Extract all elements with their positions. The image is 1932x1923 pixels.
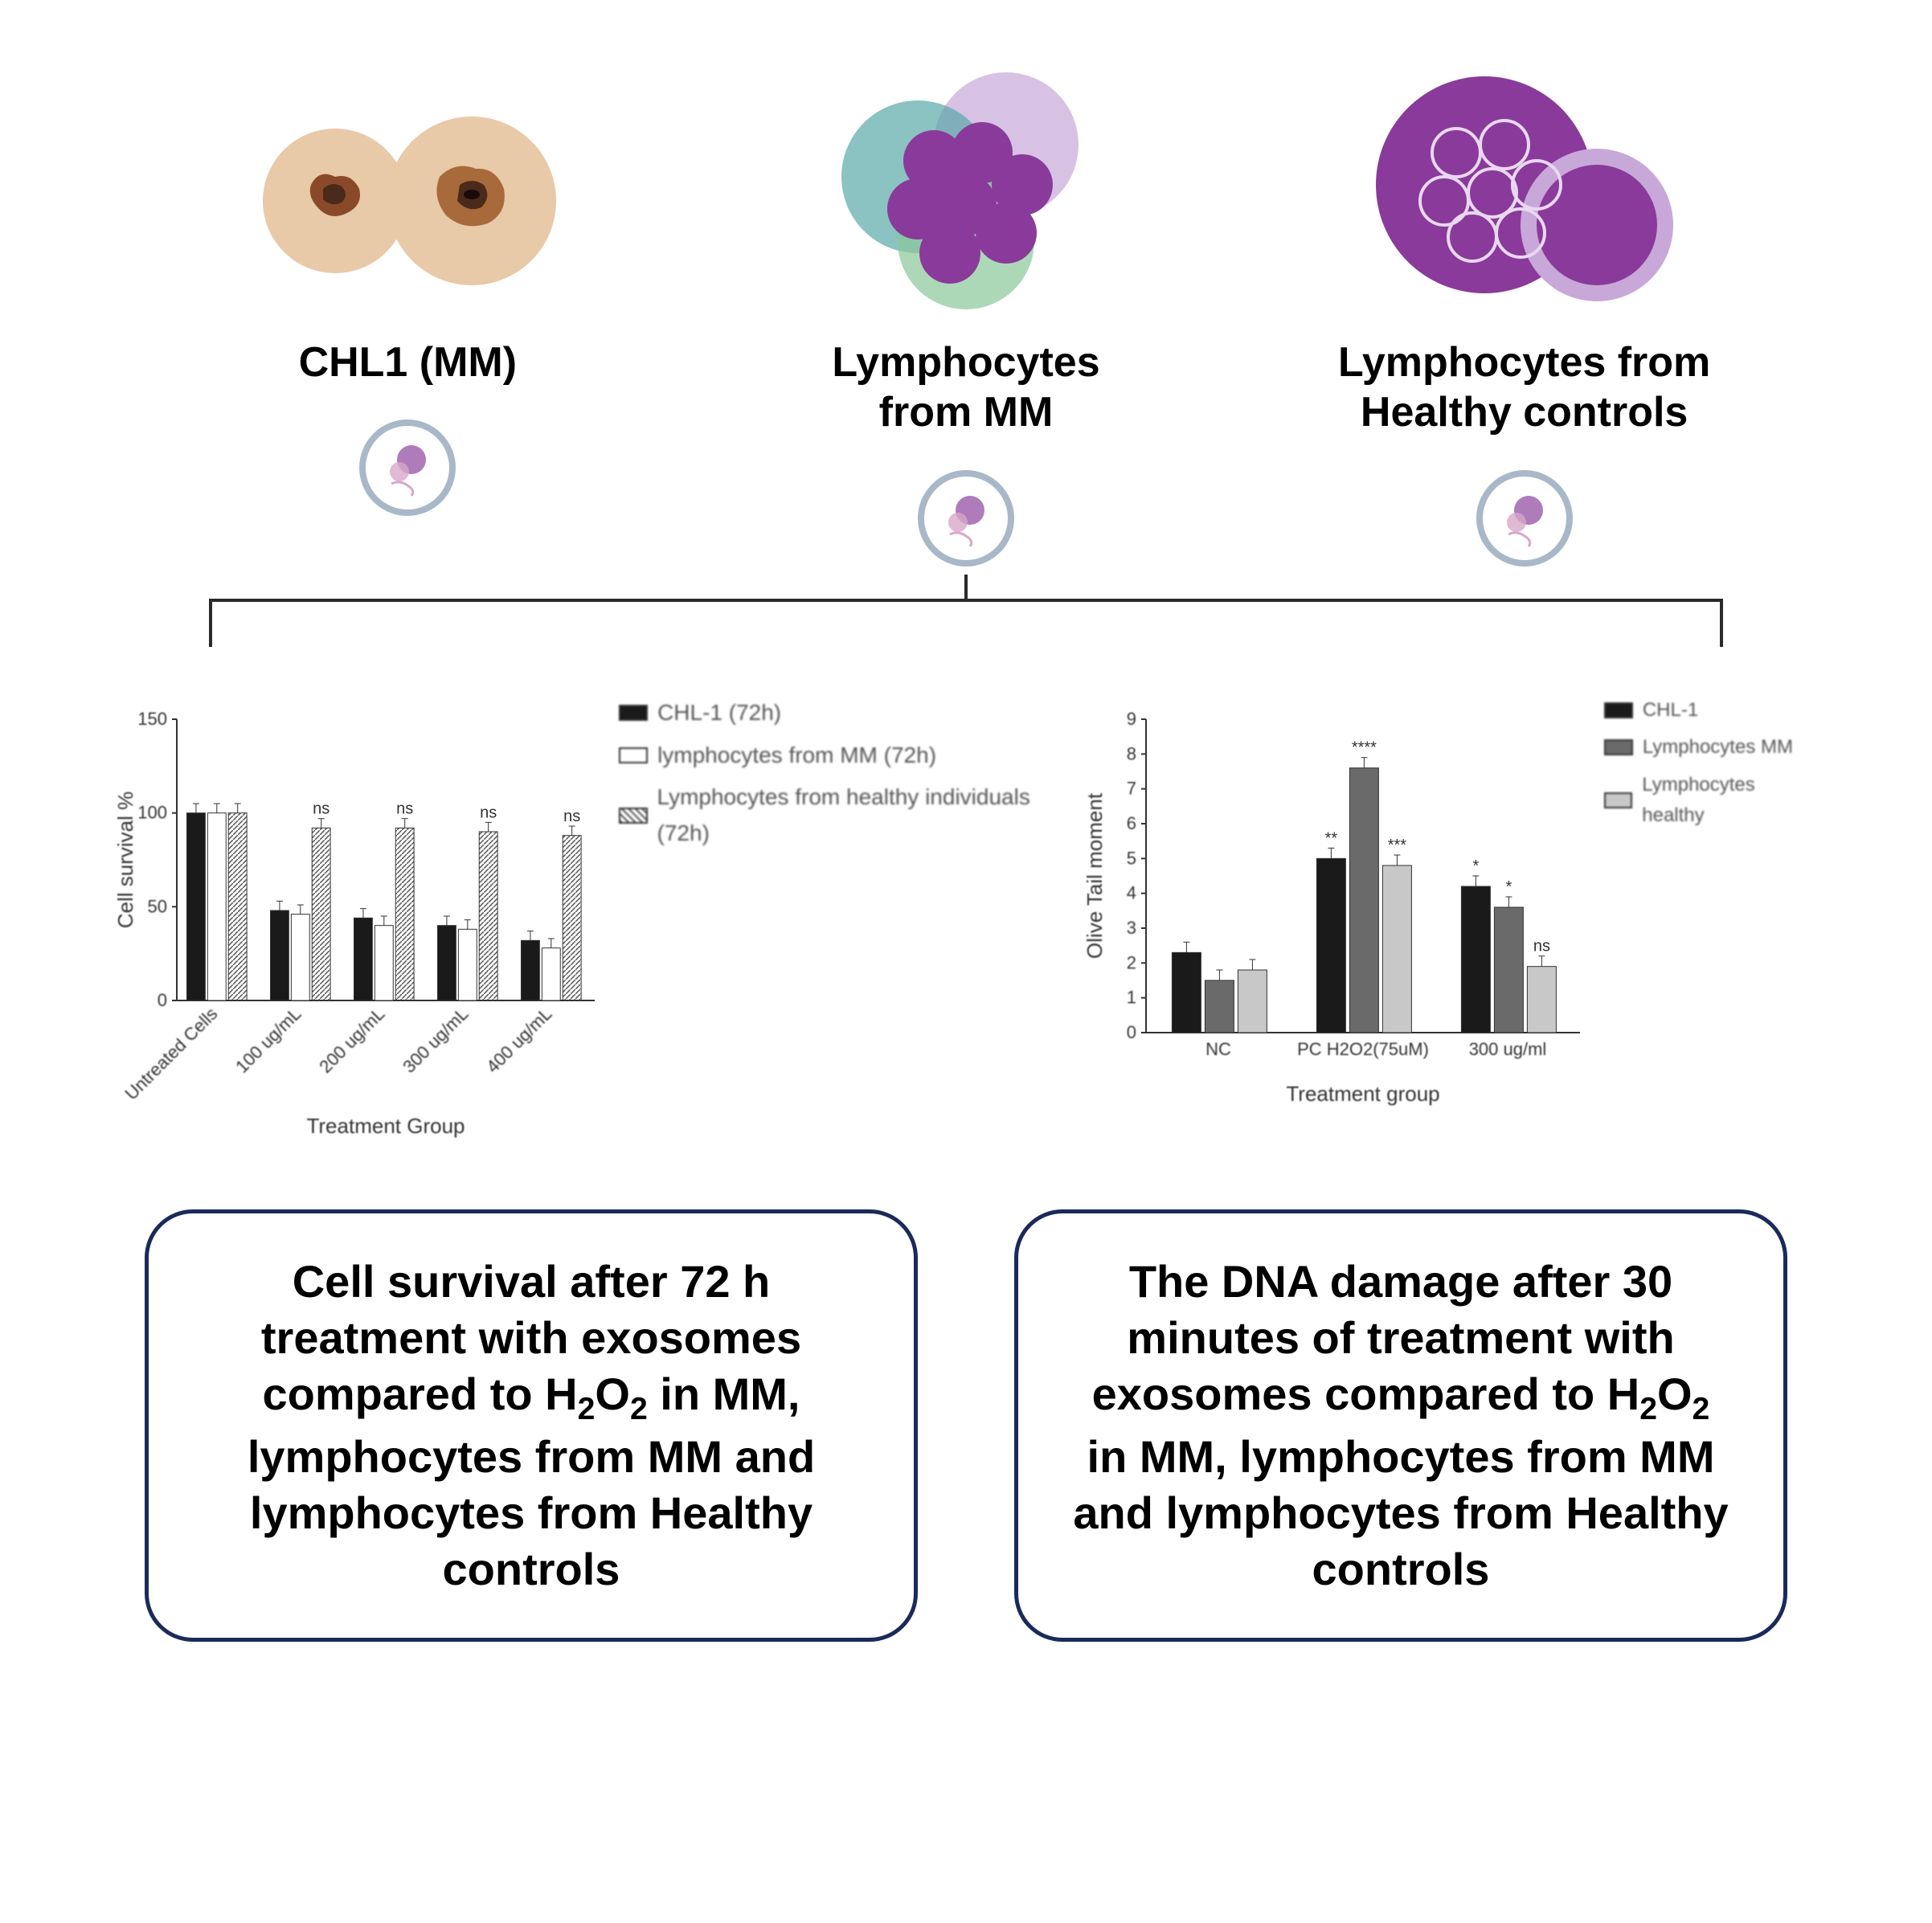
lymph-mm-illustration [821,64,1111,321]
svg-text:3: 3 [1127,918,1136,938]
svg-text:400 ug/mL: 400 ug/mL [482,1004,555,1077]
svg-text:ns: ns [563,808,580,825]
svg-text:200 ug/mL: 200 ug/mL [315,1004,388,1077]
svg-text:****: **** [1352,739,1377,756]
svg-text:NC: NC [1205,1039,1231,1059]
chart1-legend: CHL-1 (72h)lymphocytes from MM (72h)Lymp… [619,695,1082,858]
svg-text:50: 50 [148,896,167,916]
melanoma-cells-icon [255,80,560,305]
svg-text:*: * [1506,878,1512,896]
olive-tail-chart: 0123456789NC*********PC H2O2(75uM)**ns30… [1082,695,1588,1113]
cell-group-lymph-healthy: Lymphocytes fromHealthy controls [1283,64,1766,567]
chl1-illustration [255,64,560,321]
svg-text:ns: ns [396,800,413,817]
svg-text:100 ug/mL: 100 ug/mL [231,1004,305,1077]
svg-text:150: 150 [137,709,167,729]
svg-text:5: 5 [1127,848,1136,868]
cell-group-chl1: CHL1 (MM) [166,64,649,516]
caption-left: Cell survival after 72 h treatment with … [145,1209,918,1642]
svg-text:300 ug/mL: 300 ug/mL [399,1004,472,1077]
svg-text:***: *** [1388,837,1407,854]
svg-text:100: 100 [137,802,167,822]
exosome-icon [1476,470,1573,567]
caption-right: The DNA damage after 30 minutes of treat… [1014,1209,1787,1642]
svg-text:Treatment Group: Treatment Group [306,1114,465,1138]
svg-text:0: 0 [158,990,167,1010]
svg-text:Cell survival %: Cell survival % [113,792,137,929]
svg-text:ns: ns [480,804,497,821]
chl1-label: CHL1 (MM) [299,338,518,387]
connector-bracket [209,599,1723,647]
chart1-block: 0 50 100 150 Untreated Cells ns 100 ug/mL ns 200… [113,695,1082,1145]
lymph-mm-label: Lymphocytesfrom MM [832,338,1099,438]
svg-text:**: ** [1325,829,1338,847]
cell-survival-chart: 0 50 100 150 Untreated Cells ns 100 ug/mL ns 200… [113,695,603,1145]
svg-text:0: 0 [1127,1022,1136,1042]
svg-text:8: 8 [1127,743,1136,763]
cell-types-row: CHL1 (MM) Ly [48,64,1884,567]
lymph-healthy-illustration [1364,64,1685,321]
svg-text:Treatment group: Treatment group [1287,1082,1440,1106]
svg-text:Olive Tail moment: Olive Tail moment [1083,792,1107,959]
captions-row: Cell survival after 72 h treatment with … [48,1209,1884,1642]
svg-text:ns: ns [1533,937,1550,955]
exosome-icon [918,470,1014,567]
svg-text:PC H2O2(75uM): PC H2O2(75uM) [1297,1039,1429,1059]
svg-text:6: 6 [1127,813,1136,833]
charts-row: 050100150Untreated Cellsns100 ug/mLns200… [48,695,1884,1145]
exosome-icon [359,419,456,516]
svg-text:1: 1 [1127,987,1136,1007]
svg-text:7: 7 [1127,778,1136,798]
svg-text:9: 9 [1127,709,1136,729]
svg-text:4: 4 [1127,882,1136,902]
svg-text:ns: ns [313,800,330,817]
lymphocytes-healthy-icon [1364,64,1685,321]
svg-text:Untreated Cells: Untreated Cells [121,1004,222,1104]
lymphocytes-mm-icon [821,64,1111,321]
svg-text:300 ug/ml: 300 ug/ml [1469,1039,1547,1059]
lymph-healthy-label: Lymphocytes fromHealthy controls [1338,338,1710,438]
chart2-legend: CHL-1Lymphocytes MMLymphocytes healthy [1604,695,1819,838]
svg-text:2: 2 [1127,952,1136,972]
svg-text:*: * [1473,857,1480,875]
chart2-block: 0123456789NC*********PC H2O2(75uM)**ns30… [1082,695,1819,1145]
cell-group-lymph-mm: Lymphocytesfrom MM [725,64,1207,567]
